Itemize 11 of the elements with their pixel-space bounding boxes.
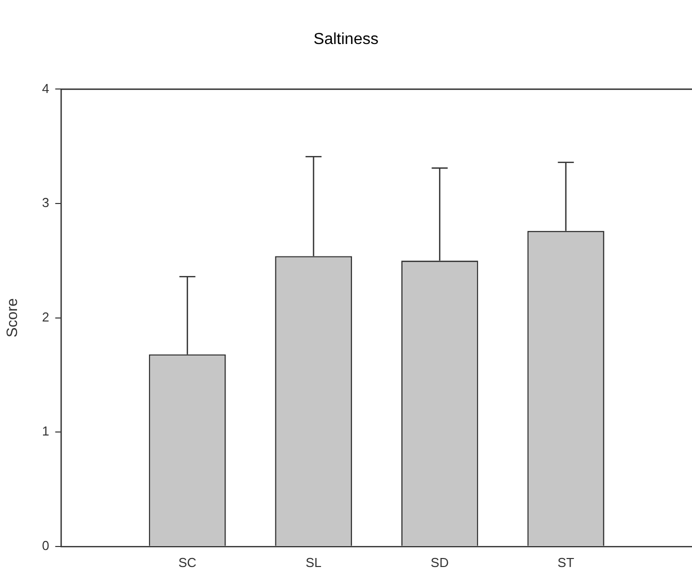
- y-tick-label: 3: [42, 195, 50, 210]
- x-tick-label: SD: [430, 554, 449, 570]
- x-tick-label: SL: [306, 554, 322, 570]
- y-tick-label: 2: [42, 309, 50, 324]
- y-tick-label: 4: [42, 80, 50, 96]
- chart-title: Saltiness: [314, 31, 378, 48]
- y-tick-label: 0: [42, 538, 50, 553]
- x-tick-label: ST: [558, 554, 574, 570]
- y-tick-label: 1: [42, 424, 50, 439]
- x-tick-label: SC: [178, 554, 196, 570]
- y-axis-title: Score: [4, 298, 22, 338]
